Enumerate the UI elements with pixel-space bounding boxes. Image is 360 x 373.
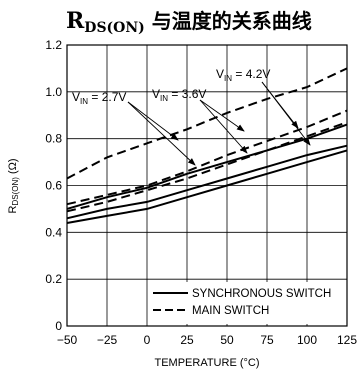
x-tick-label: 125 <box>337 333 357 347</box>
chart-title: RDS(ON) 与温度的关系曲线 <box>66 8 312 36</box>
y-tick-label: 0.8 <box>45 132 62 146</box>
series-line-main-switch-4.2V <box>66 121 348 213</box>
annotation-vin-3.6: VIN = 3.6V <box>152 87 206 103</box>
chart-title-sub: DS(ON) <box>84 20 145 36</box>
chart-title-suffix: 与温度的关系曲线 <box>145 9 312 33</box>
arrow-vin-3.6-to-main <box>199 99 245 132</box>
arrow-vin-3.6-to-sync <box>199 99 248 154</box>
y-tick-label: 0.2 <box>45 272 62 286</box>
x-tick-label: −25 <box>97 333 118 347</box>
series-line-synchronous-switch-2.7V <box>66 123 348 210</box>
x-axis-label: TEMPERATURE (°C) <box>154 357 259 369</box>
y-tick-label: 0.6 <box>45 179 62 193</box>
arrow-vin-2.7-to-main <box>127 101 179 141</box>
legend-label-synchronous: SYNCHRONOUS SWITCH <box>192 288 331 300</box>
y-tick-label: 0 <box>55 319 62 333</box>
y-tick-label: 1.0 <box>45 85 62 99</box>
arrow-vin-2.7-to-sync <box>127 101 196 166</box>
legend-label-main: MAIN SWITCH <box>192 305 269 317</box>
x-tick-labels: −50 −25 0 25 50 75 100 125 <box>57 333 358 347</box>
x-tick-label: 0 <box>144 333 151 347</box>
chart-title-main: R <box>66 8 85 34</box>
y-tick-label: 1.2 <box>45 38 62 52</box>
y-tick-label: 0.4 <box>45 225 62 239</box>
y-tick-labels: 0 0.2 0.4 0.6 0.8 1.0 1.2 <box>45 38 62 333</box>
x-tick-label: 75 <box>260 333 274 347</box>
series-line-main-switch-3.6V <box>66 109 348 206</box>
x-tick-label: 100 <box>297 333 317 347</box>
x-tick-label: −50 <box>57 333 78 347</box>
arrow-vin-4.2-to-sync <box>261 81 311 146</box>
series-line-synchronous-switch-3.6V <box>66 144 348 220</box>
legend-box <box>150 282 345 324</box>
annotation-vin-4.2: VIN = 4.2V <box>216 67 270 83</box>
annotation-vin-2.7: VIN = 2.7V <box>72 90 126 106</box>
y-axis-label: RDS(ON) (Ω) <box>7 158 20 213</box>
x-tick-label: 25 <box>180 333 194 347</box>
plot-frame <box>66 44 348 327</box>
series-line-synchronous-switch-4.2V <box>66 149 348 224</box>
x-tick-label: 50 <box>220 333 234 347</box>
series-layer <box>66 67 348 224</box>
